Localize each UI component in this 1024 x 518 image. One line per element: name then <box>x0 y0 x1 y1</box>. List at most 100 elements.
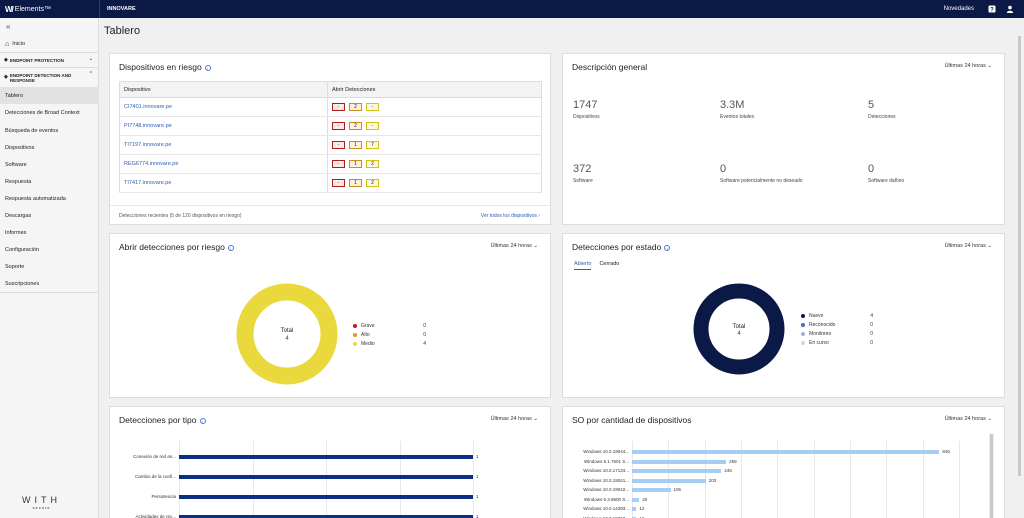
period-dropdown[interactable]: Últimas 24 horas ⌄ <box>490 243 538 249</box>
bar-value-label: 246 <box>724 468 732 473</box>
collapse-sidebar-icon[interactable]: « <box>6 22 11 31</box>
bar[interactable] <box>179 515 473 518</box>
legend-value: 0 <box>870 339 873 346</box>
medium-badge[interactable]: - <box>366 122 379 130</box>
legend-dot <box>801 313 805 318</box>
view-all-devices-link[interactable]: Ver todos los dispositivos › <box>480 213 540 219</box>
legend-dot <box>353 341 357 346</box>
sidebar-item-automated-response[interactable]: Respuesta automatizada <box>5 195 66 202</box>
severe-badge[interactable]: - <box>332 141 345 149</box>
column-header-device[interactable]: Dispositivo <box>119 81 328 98</box>
legend-item[interactable]: Reconocido 0 <box>801 320 873 329</box>
grid-line <box>850 441 851 518</box>
severe-badge[interactable]: - <box>332 103 345 111</box>
legend-item[interactable]: Grave 0 <box>353 321 426 330</box>
user-icon[interactable] <box>1006 5 1014 13</box>
bar-category-label: Windows 10.0.19042... <box>583 487 629 492</box>
bar[interactable] <box>632 507 637 511</box>
news-link[interactable]: Novedades <box>943 6 974 12</box>
chart-grid <box>179 441 474 518</box>
open-detections-cell: -2- <box>327 116 542 136</box>
tab-open[interactable]: Abierto <box>574 261 592 270</box>
legend-item[interactable]: Monitoreo 0 <box>801 329 873 338</box>
period-dropdown[interactable]: Últimas 24 horas ⌄ <box>490 416 538 422</box>
sidebar-item-tablero[interactable]: Tablero <box>0 87 99 104</box>
sidebar-item-downloads[interactable]: Descargas <box>5 212 32 219</box>
period-dropdown[interactable]: Últimas 24 horas ⌄ <box>944 63 992 69</box>
bar[interactable] <box>179 455 473 459</box>
info-icon[interactable]: i <box>199 417 206 424</box>
legend-value: 0 <box>870 330 873 337</box>
device-link[interactable]: CI7401.innovare.pe <box>119 97 328 117</box>
donut-segment-nuevo[interactable] <box>693 283 785 375</box>
sidebar-item-devices[interactable]: Dispositivos <box>5 144 35 151</box>
severe-badge[interactable]: - <box>332 122 345 130</box>
medium-badge[interactable]: 2 <box>366 160 379 168</box>
table-row[interactable]: CI7401.innovare.pe -2- <box>119 97 542 117</box>
page-title: Tablero <box>104 25 141 37</box>
risk-donut-chart: Total 4 <box>236 283 338 385</box>
device-link[interactable]: TI7197.innovare.pe <box>119 135 328 155</box>
high-badge[interactable]: 2 <box>349 122 362 130</box>
help-icon[interactable]: ? <box>988 5 996 13</box>
medium-badge[interactable]: 2 <box>366 179 379 187</box>
high-badge[interactable]: 1 <box>349 141 362 149</box>
severe-badge[interactable]: - <box>332 179 345 187</box>
bar[interactable] <box>632 459 727 464</box>
high-badge[interactable]: 1 <box>349 179 362 187</box>
sidebar-item-settings[interactable]: Configuración <box>5 246 39 253</box>
table-row[interactable]: TI7417.innovare.pe -1 2 <box>119 173 542 193</box>
medium-badge[interactable]: - <box>366 103 379 111</box>
stat-malware: 0 Software dañino <box>868 163 905 184</box>
severe-badge[interactable]: - <box>332 160 345 168</box>
bar[interactable] <box>632 469 722 473</box>
bar[interactable] <box>632 488 671 492</box>
grid-line <box>252 441 254 518</box>
device-link[interactable]: REG6774.innovare.pe <box>119 154 328 174</box>
period-dropdown[interactable]: Últimas 24 horas ⌄ <box>944 416 992 422</box>
legend-item[interactable]: Medio 4 <box>353 339 426 348</box>
table-row[interactable]: TI7197.innovare.pe -1 7 <box>119 135 542 155</box>
info-icon[interactable]: i <box>664 244 671 251</box>
brand-logo[interactable]: W/ Elements™ <box>0 5 99 14</box>
chart-scrollbar[interactable] <box>989 434 994 518</box>
legend-item[interactable]: En curso 0 <box>801 338 873 347</box>
table-row[interactable]: REG6774.innovare.pe -1 2 <box>119 154 542 174</box>
sidebar-item-support[interactable]: Soporte <box>5 263 25 270</box>
bar[interactable] <box>632 516 637 518</box>
device-link[interactable]: TI7417.innovare.pe <box>119 173 328 193</box>
bar[interactable] <box>179 495 473 499</box>
tab-closed[interactable]: Cerrado <box>599 261 620 267</box>
legend-item[interactable]: Nuevo 4 <box>801 311 873 320</box>
legend-item[interactable]: Alto 0 <box>353 330 426 339</box>
high-badge[interactable]: 2 <box>349 103 362 111</box>
sidebar-item-software[interactable]: Software <box>5 161 27 168</box>
tenant-name[interactable]: INNOVARE <box>99 0 944 18</box>
sidebar-item-response[interactable]: Respuesta <box>5 178 32 185</box>
period-dropdown[interactable]: Últimas 24 horas ⌄ <box>944 243 992 249</box>
bar[interactable] <box>632 450 940 454</box>
column-header-open-detections[interactable]: Abrir Detecciones <box>327 81 542 98</box>
info-icon[interactable]: i <box>227 244 234 251</box>
page-scrollbar[interactable] <box>1017 18 1022 518</box>
bar[interactable] <box>179 475 473 479</box>
sidebar-item-subscriptions[interactable]: Suscripciones <box>5 280 40 287</box>
risk-devices-table: Dispositivo Abrir Detecciones CI7401.inn… <box>119 81 542 193</box>
donut-segment-medio[interactable] <box>236 283 338 385</box>
bar-category-label: Actividades de rec... <box>135 514 176 518</box>
card-title: Descripción general <box>572 62 648 72</box>
sidebar-item-event-search[interactable]: Búsqueda de eventos <box>5 127 59 134</box>
sidebar-section-endpoint-protection[interactable]: ◈ ENDPOINT PROTECTION ⌄ <box>0 52 99 67</box>
bar[interactable] <box>632 478 706 483</box>
stat-devices: 1747 Dispositivos <box>573 99 600 120</box>
info-icon[interactable]: i <box>204 64 211 71</box>
table-row[interactable]: PI7748.innovare.pe -2- <box>119 116 542 136</box>
sidebar-item-home[interactable]: ⌂ Inicio <box>0 36 99 52</box>
medium-badge[interactable]: 7 <box>366 141 379 149</box>
sidebar-item-reports[interactable]: Informes <box>5 229 27 236</box>
device-link[interactable]: PI7748.innovare.pe <box>119 116 328 136</box>
bar[interactable] <box>632 497 640 502</box>
sidebar-item-broad-context[interactable]: Detecciones de Broad Context <box>5 110 80 116</box>
high-badge[interactable]: 1 <box>349 160 362 168</box>
sidebar-section-edr[interactable]: ◈ ENDPOINT DETECTION AND RESPONSE ⌃ <box>0 67 99 87</box>
